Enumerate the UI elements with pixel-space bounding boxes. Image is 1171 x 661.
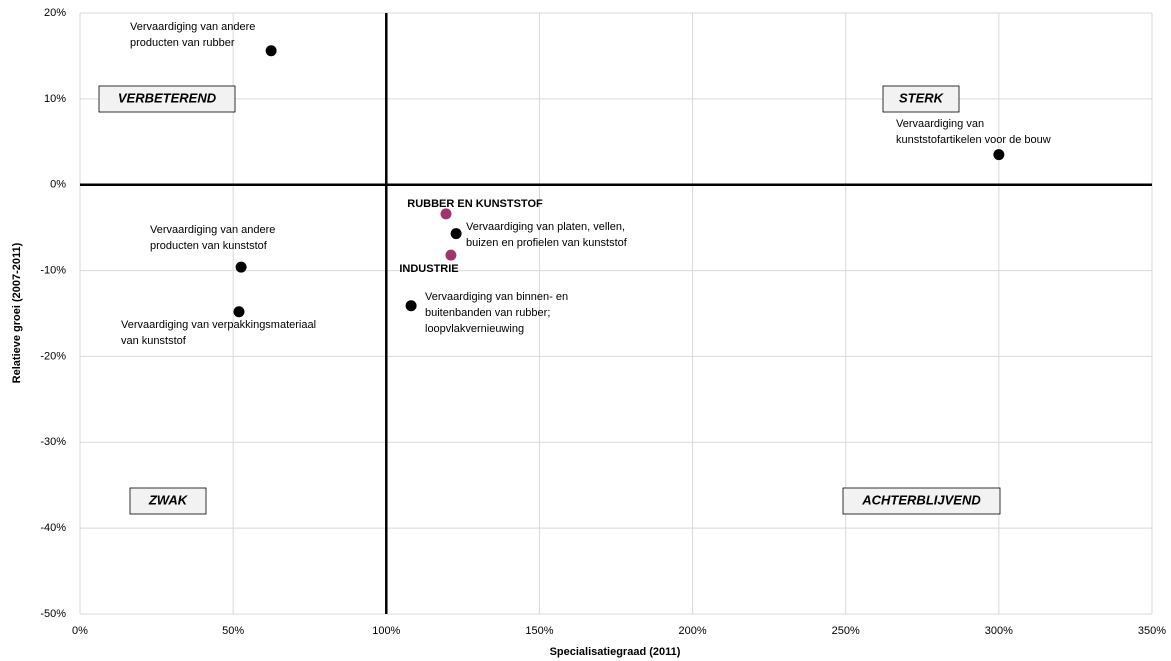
point-label: Vervaardiging van verpakkingsmateriaal <box>121 319 316 331</box>
y-tick-label: -10% <box>40 264 66 276</box>
point-label: Vervaardiging van platen, vellen, <box>466 221 625 233</box>
y-tick-label: -20% <box>40 350 66 362</box>
quadrant-box <box>129 487 207 515</box>
y-axis-title: Relatieve groei (2007-2011) <box>11 242 23 383</box>
quadrant-box <box>842 487 1001 515</box>
x-tick-label: 100% <box>372 625 400 637</box>
x-tick-label: 0% <box>72 625 88 637</box>
point <box>265 45 277 57</box>
point <box>233 306 245 318</box>
point-label: RUBBER EN KUNSTSTOF <box>407 198 543 210</box>
y-tick-label: 10% <box>44 93 66 105</box>
x-tick-label: 50% <box>222 625 244 637</box>
point-label: producten van kunststof <box>150 240 268 252</box>
x-tick-label: 150% <box>525 625 553 637</box>
x-tick-label: 300% <box>985 625 1013 637</box>
quadrant-box <box>98 85 236 113</box>
y-tick-label: -40% <box>40 522 66 534</box>
point <box>445 249 457 261</box>
quadrant-label: VERBETEREND <box>118 90 217 105</box>
point-label: buizen en profielen van kunststof <box>466 237 628 249</box>
x-tick-label: 200% <box>679 625 707 637</box>
point <box>235 261 247 273</box>
x-axis-title: Specialisatiegraad (2011) <box>550 646 681 658</box>
quadrant-label: ACHTERBLIJVEND <box>861 492 981 507</box>
point-label: van kunststof <box>121 335 187 347</box>
quadrant-box <box>882 85 960 113</box>
y-tick-label: -50% <box>40 608 66 620</box>
point-label: Vervaardiging van andere <box>130 21 255 33</box>
point-label: Vervaardiging van binnen- en <box>425 291 568 303</box>
point-label: buitenbanden van rubber; <box>425 307 550 319</box>
point <box>440 208 452 220</box>
point-label: kunststofartikelen voor de bouw <box>896 134 1051 146</box>
quadrant-label: ZWAK <box>148 492 189 507</box>
point-label: INDUSTRIE <box>399 263 458 275</box>
point-label: Vervaardiging van andere <box>150 224 275 236</box>
point-label: Vervaardiging van <box>896 118 984 130</box>
x-tick-label: 350% <box>1138 625 1166 637</box>
quadrant-label: STERK <box>899 90 945 105</box>
y-tick-label: 20% <box>44 7 66 19</box>
point <box>405 300 417 312</box>
y-tick-label: -30% <box>40 436 66 448</box>
point-label: loopvlakvernieuwing <box>425 323 524 335</box>
point <box>450 228 462 240</box>
point-label: producten van rubber <box>130 37 235 49</box>
point <box>993 149 1005 161</box>
y-tick-label: 0% <box>50 179 66 191</box>
x-tick-label: 250% <box>832 625 860 637</box>
